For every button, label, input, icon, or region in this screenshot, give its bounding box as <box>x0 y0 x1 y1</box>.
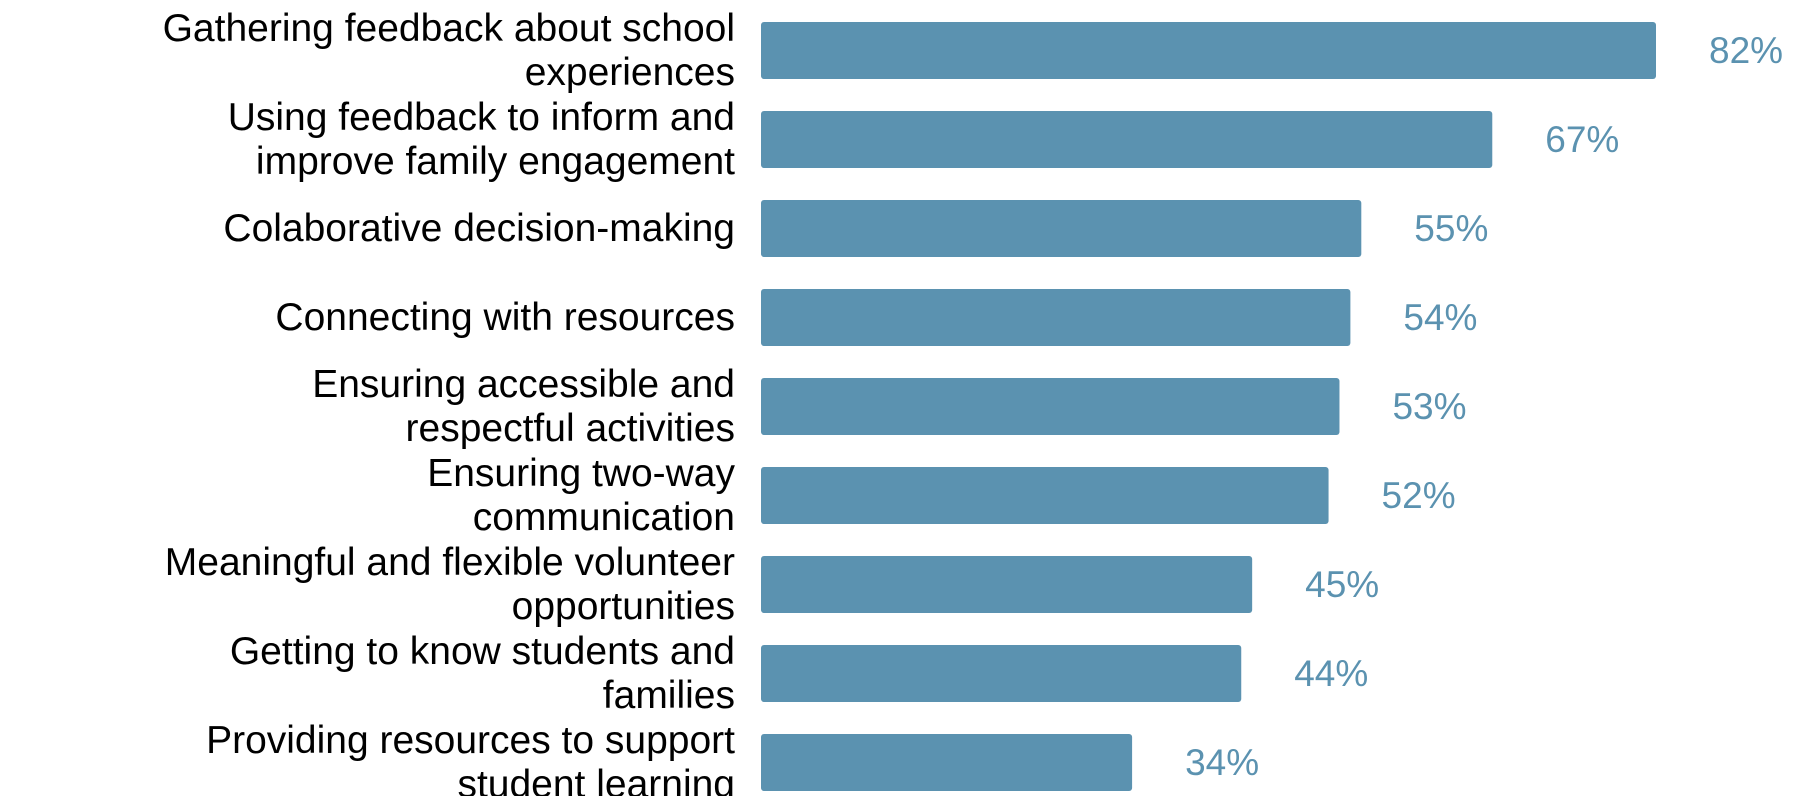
bar <box>761 467 1329 524</box>
bar <box>761 111 1493 168</box>
value-label: 55% <box>1414 208 1488 249</box>
category-label: respectful activities <box>406 407 735 450</box>
value-label: 45% <box>1305 564 1379 605</box>
value-label: 52% <box>1382 475 1456 516</box>
category-label: Colaborative decision-making <box>223 207 735 250</box>
value-label: 54% <box>1403 297 1477 338</box>
category-label: Using feedback to inform and <box>228 96 735 139</box>
value-label: 34% <box>1185 742 1259 783</box>
bar <box>761 378 1340 435</box>
value-label: 53% <box>1392 386 1466 427</box>
value-label: 67% <box>1545 119 1619 160</box>
value-label: 82% <box>1709 30 1783 71</box>
category-label: Gathering feedback about school <box>163 7 735 50</box>
bars-layer <box>761 22 1656 791</box>
category-label: families <box>603 674 735 717</box>
value-label: 44% <box>1294 653 1368 694</box>
value-labels-layer: 82% 67% 55% 54% 53% 52% 45% 44% 34% <box>1185 30 1783 783</box>
category-label: Connecting with resources <box>275 296 735 339</box>
bar <box>761 289 1351 346</box>
category-label: communication <box>473 496 735 539</box>
category-label: Providing resources to support <box>206 719 735 762</box>
category-labels-layer: Gathering feedback about schoolexperienc… <box>163 7 736 796</box>
category-label: Meaningful and flexible volunteer <box>165 541 735 584</box>
bar <box>761 734 1133 791</box>
bar <box>761 200 1362 257</box>
category-label: opportunities <box>512 585 735 628</box>
bar <box>761 22 1656 79</box>
category-label: Getting to know students and <box>230 630 735 673</box>
category-label: improve family engagement <box>256 140 735 183</box>
bar <box>761 556 1253 613</box>
category-label: Ensuring accessible and <box>312 363 735 406</box>
category-label: Ensuring two-way <box>427 452 735 495</box>
category-label: student learning <box>457 763 735 796</box>
category-label: experiences <box>525 51 735 94</box>
bar <box>761 645 1242 702</box>
